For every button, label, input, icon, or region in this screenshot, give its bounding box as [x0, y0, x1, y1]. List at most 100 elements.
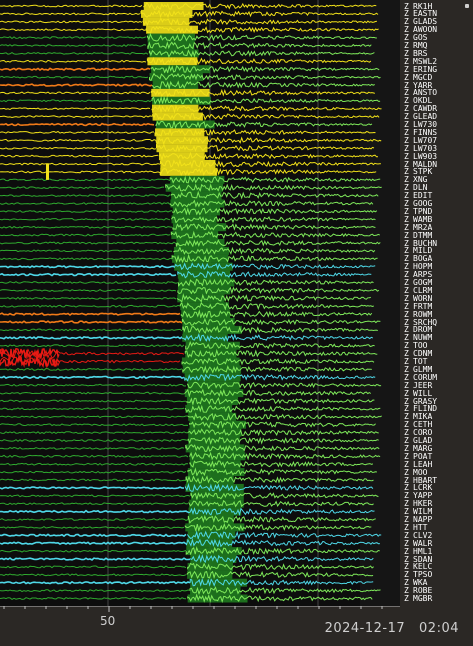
station-trace-pre-event: [0, 51, 149, 55]
station-label: Z WILL: [404, 389, 432, 398]
component-label: Z: [404, 41, 409, 50]
station-label: Z BOGA: [404, 254, 432, 263]
station-trace-pre-event: [0, 115, 153, 119]
station-trace-pre-event: [0, 75, 149, 79]
component-label: Z: [404, 467, 409, 477]
station-trace-pre-event: [0, 20, 143, 24]
station-trace-coda: [185, 475, 374, 484]
station-trace-pre-event: [0, 320, 183, 324]
station-trace-pre-event: [0, 138, 157, 142]
station-label: Z NUWM: [404, 333, 432, 342]
station-label: Z LW730: [404, 120, 437, 129]
amplitude-spike: [46, 163, 49, 180]
station-trace-pre-event: [0, 336, 183, 340]
station-name: CDNM: [413, 349, 433, 359]
station-name: MSWL2: [413, 56, 438, 66]
station-trace-coda: [184, 388, 372, 398]
station-label: Z HOPM: [404, 262, 432, 271]
station-trace-coda: [187, 381, 382, 390]
station-trace-coda: [189, 451, 381, 461]
station-trace-coda: [172, 223, 376, 232]
station-trace-pre-event: [0, 288, 177, 292]
station-name: WORN: [413, 293, 433, 303]
station-trace-pre-event: [0, 589, 191, 593]
station-trace-coda: [154, 127, 376, 137]
station-trace-coda: [187, 593, 373, 604]
station-name: YAPP: [413, 491, 433, 501]
station-label: Z GRASY: [404, 397, 437, 406]
station-trace-pre-event: [0, 296, 177, 300]
station-trace-coda: [151, 95, 381, 105]
station-trace-pre-event: [0, 347, 185, 360]
component-label: Z: [404, 183, 409, 193]
station-trace-pre-event: [0, 355, 181, 367]
component-label: Z: [404, 167, 409, 177]
station-name: FINNS: [413, 127, 438, 137]
station-name: HML1: [413, 546, 433, 556]
station-name: LW703: [413, 143, 438, 153]
event-arrival-block: [186, 397, 239, 405]
station-label: Z YARR: [404, 81, 432, 90]
station-name: GOGM: [413, 278, 433, 287]
trace-end-band: [360, 0, 400, 606]
event-arrival-block: [149, 73, 203, 82]
station-trace-coda: [189, 577, 374, 587]
component-label: Z: [404, 293, 409, 303]
station-trace-pre-event: [0, 399, 186, 403]
component-label: Z: [404, 278, 409, 287]
component-label: Z: [404, 143, 409, 153]
component-label: Z: [404, 317, 409, 327]
station-trace-pre-event: [0, 502, 189, 506]
component-label: Z: [404, 1, 409, 11]
event-arrival-block: [171, 215, 217, 224]
station-trace-coda: [150, 64, 380, 74]
station-trace-pre-event: [0, 249, 173, 253]
station-trace-pre-event: [0, 225, 173, 229]
component-label: Z: [404, 546, 409, 556]
station-trace-pre-event: [0, 107, 151, 111]
station-trace-coda: [189, 586, 381, 596]
component-label: Z: [404, 301, 409, 311]
event-arrival-block: [177, 286, 231, 295]
station-trace-coda: [152, 80, 375, 91]
station-name: RK1H: [413, 1, 433, 11]
station-label: Z LCRK: [404, 483, 432, 492]
event-arrival-block: [177, 270, 231, 279]
component-label: Z: [404, 254, 409, 264]
station-name: EDIT: [413, 191, 433, 201]
station-name: ERING: [413, 64, 438, 74]
station-trace-coda: [185, 537, 380, 548]
station-name: MGCD: [413, 72, 433, 82]
station-label: Z MALDN: [404, 160, 437, 169]
station-trace-coda: [148, 49, 375, 58]
station-name: ROBE: [413, 586, 433, 596]
station-name: MIKA: [413, 412, 433, 422]
component-label: Z: [404, 364, 409, 374]
station-label: Z NAPP: [404, 515, 432, 524]
station-name: ARPS: [413, 270, 433, 280]
station-label: Z EASTN: [404, 9, 437, 18]
component-label: Z: [404, 191, 409, 201]
event-arrival-block: [173, 246, 229, 255]
scroll-marker-icon[interactable]: [465, 4, 469, 8]
station-trace-coda: [171, 253, 378, 264]
station-label: Z SDAN: [404, 555, 432, 564]
station-name: SDAN: [413, 554, 433, 564]
component-label: Z: [404, 578, 409, 588]
event-arrival-block: [185, 349, 237, 358]
station-name: MOO: [413, 467, 428, 477]
station-trace-pre-event: [0, 478, 187, 482]
station-trace-coda: [180, 309, 373, 319]
station-trace-pre-event: [0, 241, 177, 245]
station-name: GOS: [413, 33, 428, 43]
station-trace-pre-event: [0, 494, 191, 498]
station-trace-coda: [181, 332, 374, 342]
station-label: Z WILM: [404, 507, 432, 516]
station-trace-pre-event: [0, 233, 171, 237]
station-label: Z HTT: [404, 523, 427, 532]
station-trace-coda: [142, 17, 377, 27]
station-name: GLMM: [413, 364, 433, 374]
component-label: Z: [404, 88, 409, 98]
station-trace-pre-event: [0, 533, 187, 538]
event-arrival-block: [156, 136, 208, 145]
